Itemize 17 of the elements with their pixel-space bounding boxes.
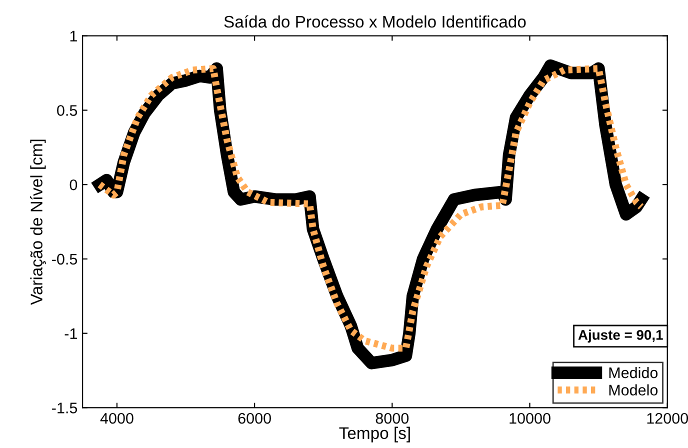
y-tick-label: -1.5 bbox=[52, 402, 78, 414]
legend-label: Modelo bbox=[609, 384, 658, 396]
x-tick-label: 6000 bbox=[238, 412, 271, 424]
x-tick-label: 4000 bbox=[100, 412, 134, 424]
y-axis-title: Variação de Nível [cm] bbox=[30, 140, 46, 305]
x-tick-label: 8000 bbox=[376, 412, 409, 424]
y-tick-label: 0.5 bbox=[57, 105, 78, 116]
x-axis-title: Tempo [s] bbox=[339, 426, 410, 442]
y-tick-label: -1 bbox=[64, 328, 77, 339]
x-tick-label: 12000 bbox=[647, 412, 688, 424]
legend-label: Medido bbox=[609, 366, 658, 378]
y-tick-label: -0.5 bbox=[52, 254, 78, 265]
y-tick-label: 0 bbox=[70, 179, 78, 190]
y-tick-label: 1 bbox=[70, 30, 77, 42]
annotation: Ajuste = 90,1 bbox=[578, 330, 663, 343]
chart-title: Saída do Processo x Modelo Identificado bbox=[224, 15, 526, 28]
x-tick-label: 10000 bbox=[510, 412, 550, 424]
